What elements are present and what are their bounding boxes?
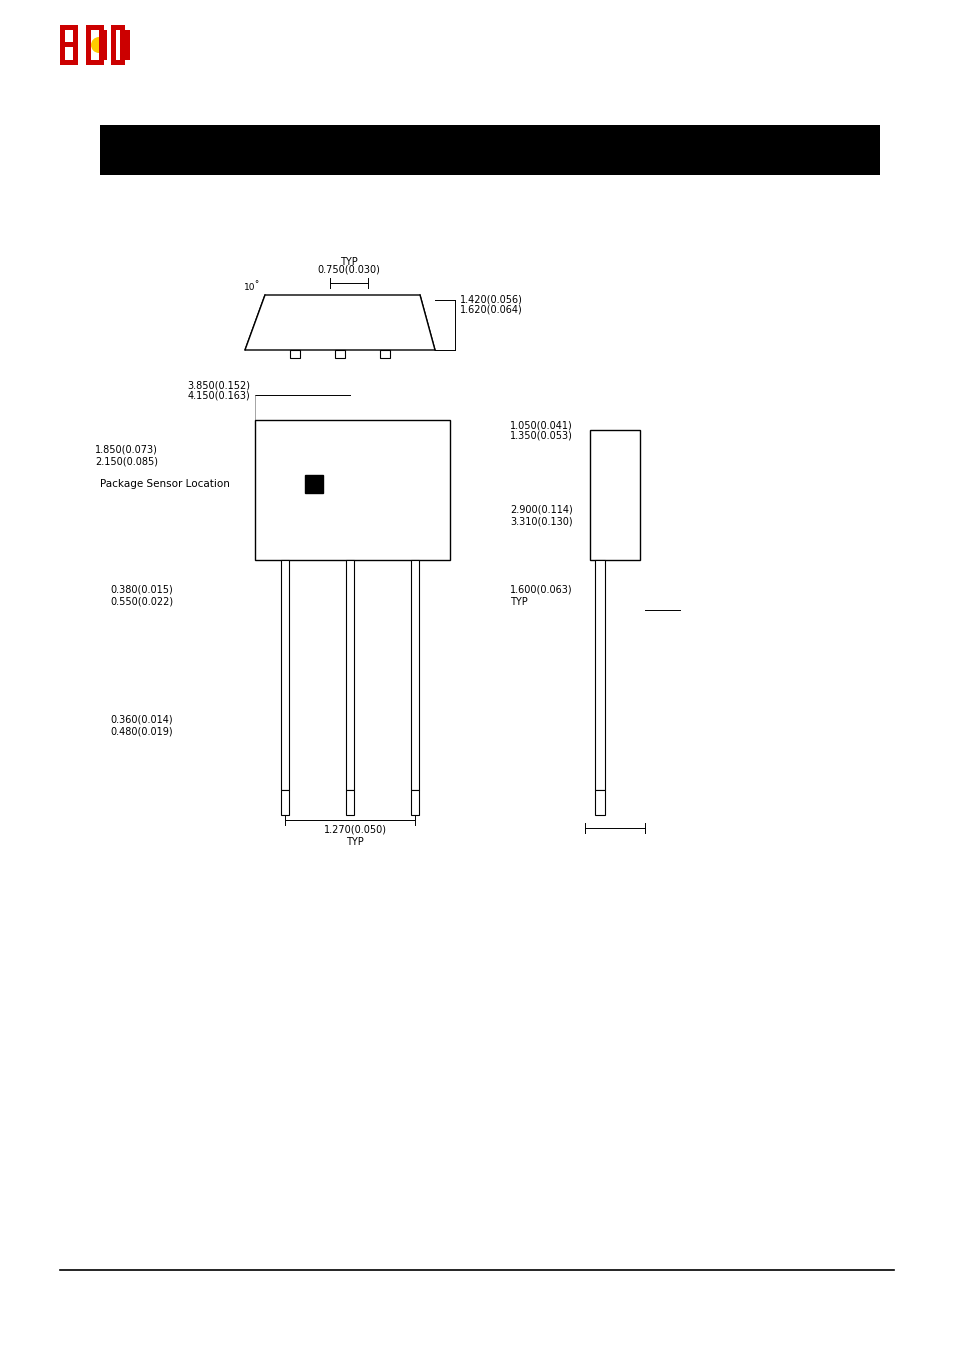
Bar	[379, 350, 390, 358]
Bar	[60, 26, 78, 30]
Bar	[111, 59, 125, 65]
Bar	[411, 560, 418, 790]
Circle shape	[91, 36, 107, 53]
Text: 3.310(0.130): 3.310(0.130)	[510, 517, 572, 526]
Bar	[60, 26, 65, 65]
Bar	[73, 45, 78, 59]
Bar	[60, 42, 78, 47]
Text: 2.900(0.114): 2.900(0.114)	[510, 505, 572, 514]
Bar	[346, 790, 354, 815]
Text: 0.550(0.022): 0.550(0.022)	[110, 597, 172, 608]
Bar	[346, 560, 354, 790]
Text: 4.150(0.163): 4.150(0.163)	[187, 390, 250, 400]
Bar	[281, 560, 289, 790]
Bar	[86, 26, 104, 30]
Bar	[111, 26, 125, 30]
Bar	[100, 171, 879, 176]
Text: 0.380(0.015): 0.380(0.015)	[110, 585, 172, 595]
Bar	[111, 26, 116, 65]
Text: Mechanical Dimensions TO-92S-3  Unit: mm(inch): Mechanical Dimensions TO-92S-3 Unit: mm(…	[239, 143, 740, 161]
Bar	[589, 431, 639, 560]
Bar	[254, 420, 450, 560]
Text: TYP: TYP	[346, 837, 363, 846]
Text: 1.270(0.050): 1.270(0.050)	[323, 825, 386, 836]
Polygon shape	[245, 296, 435, 350]
Text: 0.360(0.014): 0.360(0.014)	[110, 716, 172, 725]
Bar	[125, 30, 130, 59]
Text: Package Sensor Location: Package Sensor Location	[100, 479, 230, 489]
Text: 1.050(0.041): 1.050(0.041)	[510, 420, 572, 431]
Bar	[73, 27, 78, 42]
Bar	[335, 350, 345, 358]
Text: TYP: TYP	[510, 597, 527, 608]
Text: TYP: TYP	[340, 256, 357, 267]
Bar	[100, 128, 879, 171]
Bar	[86, 26, 91, 65]
Text: 1.350(0.053): 1.350(0.053)	[510, 431, 572, 440]
Bar	[120, 27, 125, 63]
Text: 1.620(0.064): 1.620(0.064)	[459, 305, 522, 315]
Text: 0.480(0.019): 0.480(0.019)	[110, 728, 172, 737]
Text: °: °	[253, 281, 258, 289]
Bar	[411, 790, 418, 815]
Bar	[305, 475, 323, 493]
Text: 1.850(0.073): 1.850(0.073)	[95, 446, 157, 455]
Bar	[99, 30, 107, 59]
Text: 1.600(0.063): 1.600(0.063)	[510, 585, 572, 595]
Bar	[60, 59, 78, 65]
Text: 3.850(0.152): 3.850(0.152)	[187, 379, 250, 390]
Text: 10: 10	[244, 284, 255, 293]
Bar	[86, 59, 104, 65]
Text: 1.420(0.056): 1.420(0.056)	[459, 296, 522, 305]
Bar	[100, 126, 879, 128]
Bar	[281, 790, 289, 815]
Text: 2.150(0.085): 2.150(0.085)	[95, 458, 158, 467]
Bar	[290, 350, 299, 358]
Text: 0.750(0.030): 0.750(0.030)	[317, 265, 380, 275]
Bar	[595, 790, 604, 815]
Bar	[595, 560, 604, 790]
